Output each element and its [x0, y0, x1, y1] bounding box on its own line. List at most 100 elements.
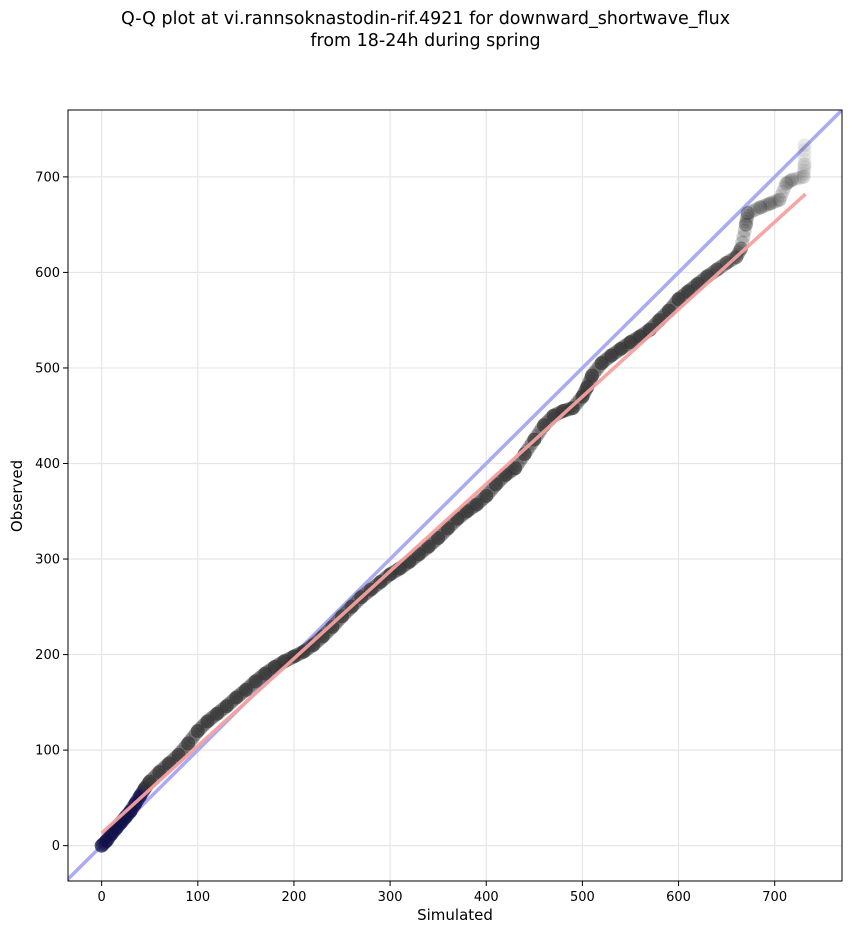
x-tick-label: 700	[762, 890, 787, 905]
qq-point-fill	[505, 462, 520, 477]
qq-point-fill	[105, 825, 120, 840]
qq-point-fill	[135, 785, 150, 800]
plot-frame	[67, 109, 843, 882]
qq-point-fill	[445, 516, 460, 531]
qq-point-fill	[755, 199, 770, 214]
qq-point	[734, 241, 749, 256]
fit-line-group	[100, 192, 807, 835]
qq-point	[469, 497, 484, 512]
qq-point-fill	[212, 704, 227, 719]
qq-point	[785, 172, 800, 187]
qq-point-fill	[740, 209, 755, 224]
qq-point-fill	[736, 229, 751, 244]
qq-point-fill	[777, 180, 792, 195]
qq-point-fill	[616, 340, 631, 355]
qq-point-fill	[481, 486, 496, 501]
qq-point-fill	[601, 350, 616, 365]
x-axis-label: Simulated	[417, 906, 493, 924]
qq-point	[508, 461, 523, 476]
qq-point-fill	[217, 701, 232, 716]
qq-point	[594, 356, 609, 371]
qq-point-fill	[97, 836, 112, 851]
x-axis: 0 100 200 300 400 500 600 700	[98, 881, 787, 905]
qq-point	[779, 176, 794, 191]
qq-point	[421, 539, 436, 554]
qq-point-fill	[95, 837, 110, 852]
qq-point-fill	[747, 203, 762, 218]
qq-point-fill	[625, 333, 640, 348]
qq-point	[440, 521, 455, 536]
y-tick-label: 400	[35, 457, 60, 472]
y-tick-label: 300	[35, 553, 60, 568]
qq-point-fill	[486, 480, 501, 495]
qq-point	[190, 724, 205, 739]
chart-title-line2: from 18-24h during spring	[310, 31, 541, 51]
qq-point	[738, 217, 753, 232]
qq-point-fill	[419, 541, 434, 556]
qq-point-fill	[484, 483, 499, 498]
qq-point-fill	[433, 528, 448, 543]
qq-point	[585, 368, 600, 383]
qq-point-fill	[205, 710, 220, 725]
qq-point-fill	[202, 712, 217, 727]
qq-point-fill	[621, 336, 636, 351]
qq-point-fill	[438, 523, 453, 538]
qq-point-fill	[303, 639, 318, 654]
qq-point-fill	[308, 635, 323, 650]
qq-point	[210, 706, 225, 721]
qq-point-fill	[435, 526, 450, 541]
qq-point-fill	[173, 745, 188, 760]
qq-point-fill	[767, 194, 782, 209]
qq-point-fill	[491, 475, 506, 490]
qq-point-fill	[520, 443, 535, 458]
y-tick-label: 500	[35, 361, 60, 376]
qq-point-fill	[797, 163, 812, 178]
qq-point-fill	[669, 295, 684, 310]
qq-point-fill	[474, 493, 489, 508]
qq-point-fill	[758, 198, 773, 213]
qq-point-fill	[532, 425, 547, 440]
qq-point-fill	[797, 147, 812, 162]
qq-point-fill	[597, 354, 612, 369]
qq-point-fill	[790, 171, 805, 186]
qq-point-fill	[673, 290, 688, 305]
chart-title: Q-Q plot at vi.rannsoknastodin-rif.4921 …	[0, 8, 851, 52]
qq-point	[248, 674, 263, 689]
qq-point-fill	[262, 663, 277, 678]
qq-point-fill	[782, 174, 797, 189]
qq-point-fill	[732, 243, 747, 258]
qq-point-fill	[780, 175, 795, 190]
qq-point-fill	[797, 152, 812, 167]
qq-point-fill	[243, 678, 258, 693]
y-axis: 0 100 200 300 400 500 600 700	[35, 170, 68, 854]
qq-point-fill	[207, 708, 222, 723]
qq-point-fill	[224, 694, 239, 709]
qq-point-fill	[462, 502, 477, 517]
qq-point-fill	[583, 371, 598, 386]
qq-point-fill	[579, 382, 594, 397]
x-tick-label: 500	[570, 890, 595, 905]
qq-point-fill	[260, 665, 275, 680]
qq-point	[431, 531, 446, 546]
qq-point-fill	[282, 651, 297, 666]
qq-point-fill	[609, 345, 624, 360]
qq-point-fill	[775, 184, 790, 199]
qq-point-fill	[796, 166, 811, 181]
qq-point-fill	[301, 641, 316, 656]
x-tick-label: 0	[98, 890, 106, 905]
qq-point-fill	[313, 631, 328, 646]
qq-point-fill	[737, 223, 752, 238]
qq-point-fill	[236, 684, 251, 699]
qq-point-fill	[134, 787, 149, 802]
y-tick-label: 600	[35, 266, 60, 281]
qq-point-fill	[676, 288, 691, 303]
qq-point	[740, 206, 755, 221]
x-tick-label: 100	[185, 890, 210, 905]
qq-point-fill	[592, 359, 607, 374]
qq-point-fill	[510, 457, 525, 472]
y-tick-label: 700	[35, 170, 60, 185]
qq-point	[219, 699, 234, 714]
qq-point-fill	[222, 697, 237, 712]
x-tick-label: 400	[474, 890, 499, 905]
